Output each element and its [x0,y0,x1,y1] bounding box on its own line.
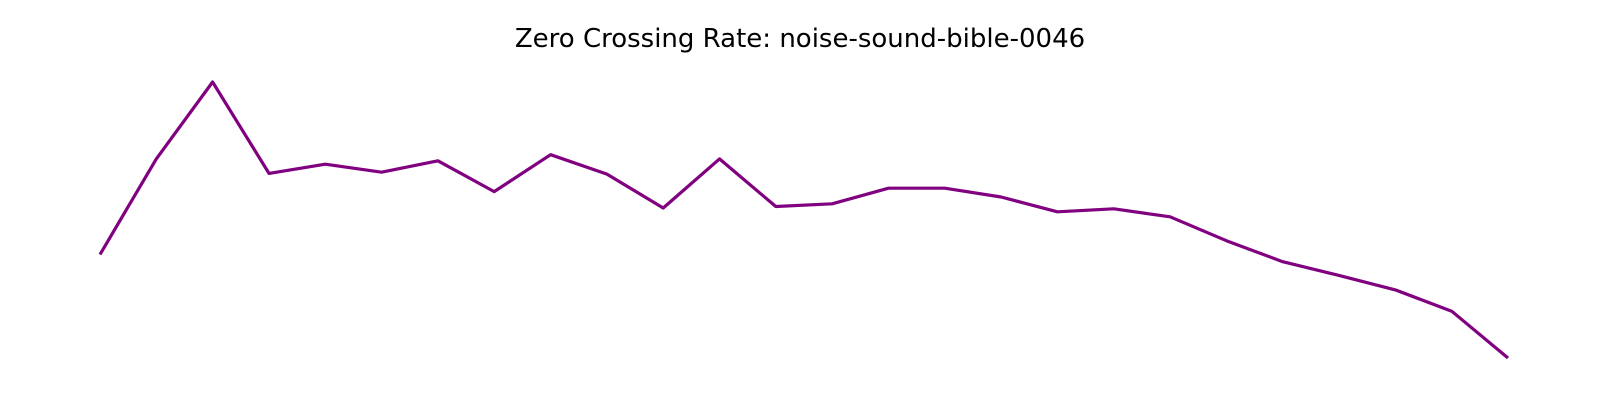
series-line [98,80,1510,360]
plot-area [98,80,1510,360]
chart-title: Zero Crossing Rate: noise-sound-bible-00… [514,24,1086,54]
